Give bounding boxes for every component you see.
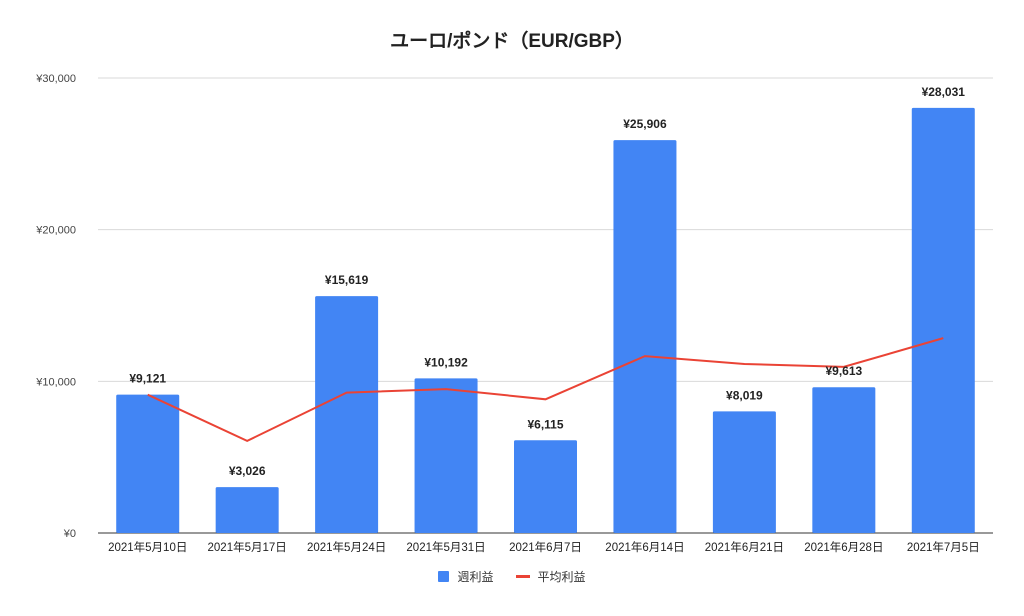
bar[interactable] <box>613 140 677 533</box>
legend-item-weekly-profit[interactable]: 週利益 <box>438 568 494 585</box>
x-tick-label: 2021年6月21日 <box>705 540 784 554</box>
data-label: ¥10,192 <box>424 355 468 369</box>
y-tick-label: ¥10,000 <box>35 376 76 388</box>
data-label: ¥15,619 <box>325 273 369 287</box>
bar[interactable] <box>315 296 379 533</box>
chart-title: ユーロ/ポンド（EUR/GBP） <box>390 31 634 52</box>
x-axis-labels: 2021年5月10日 2021年5月17日 2021年5月24日 2021年5月31日… <box>108 540 980 554</box>
data-label: ¥9,121 <box>129 372 166 386</box>
bar[interactable] <box>414 378 478 533</box>
legend-label: 週利益 <box>457 570 494 584</box>
data-label: ¥9,613 <box>825 364 862 378</box>
data-label: ¥6,115 <box>527 417 563 431</box>
y-tick-label: ¥0 <box>63 528 76 540</box>
legend: 週利益 平均利益 <box>0 568 1024 585</box>
bar[interactable] <box>514 440 577 533</box>
x-tick-label: 2021年5月10日 <box>108 540 187 554</box>
data-label: ¥8,019 <box>726 388 763 402</box>
y-tick-label: ¥20,000 <box>35 225 76 237</box>
legend-item-average-profit[interactable]: 平均利益 <box>515 568 586 585</box>
average-line[interactable] <box>147 337 944 442</box>
bar[interactable] <box>812 387 876 533</box>
y-tick-label: ¥30,000 <box>35 73 76 85</box>
x-tick-label: 2021年5月17日 <box>208 540 287 554</box>
bar[interactable] <box>116 394 180 533</box>
data-label: ¥28,031 <box>922 85 966 99</box>
y-axis-labels: ¥0 ¥10,000 ¥20,000 ¥30,000 <box>35 73 76 540</box>
average-line-series <box>147 337 944 442</box>
bar[interactable] <box>215 487 279 533</box>
x-tick-label: 2021年6月28日 <box>804 540 883 554</box>
bar[interactable] <box>712 411 776 533</box>
bar-swatch-icon <box>438 571 450 582</box>
bar[interactable] <box>911 107 975 534</box>
x-tick-label: 2021年6月14日 <box>605 540 684 554</box>
x-tick-label: 2021年7月5日 <box>907 540 980 554</box>
data-label: ¥25,906 <box>623 117 667 131</box>
x-tick-label: 2021年6月7日 <box>509 540 582 554</box>
data-label: ¥3,026 <box>229 464 266 478</box>
data-labels: ¥9,121 ¥3,026 ¥15,619 ¥10,192 ¥6,115 ¥25,906 ¥… <box>129 85 965 478</box>
x-tick-label: 2021年5月24日 <box>307 540 386 554</box>
legend-label: 平均利益 <box>537 570 586 584</box>
line-swatch-icon <box>515 575 530 578</box>
bar-series <box>116 107 975 534</box>
x-tick-label: 2021年5月31日 <box>406 540 485 554</box>
